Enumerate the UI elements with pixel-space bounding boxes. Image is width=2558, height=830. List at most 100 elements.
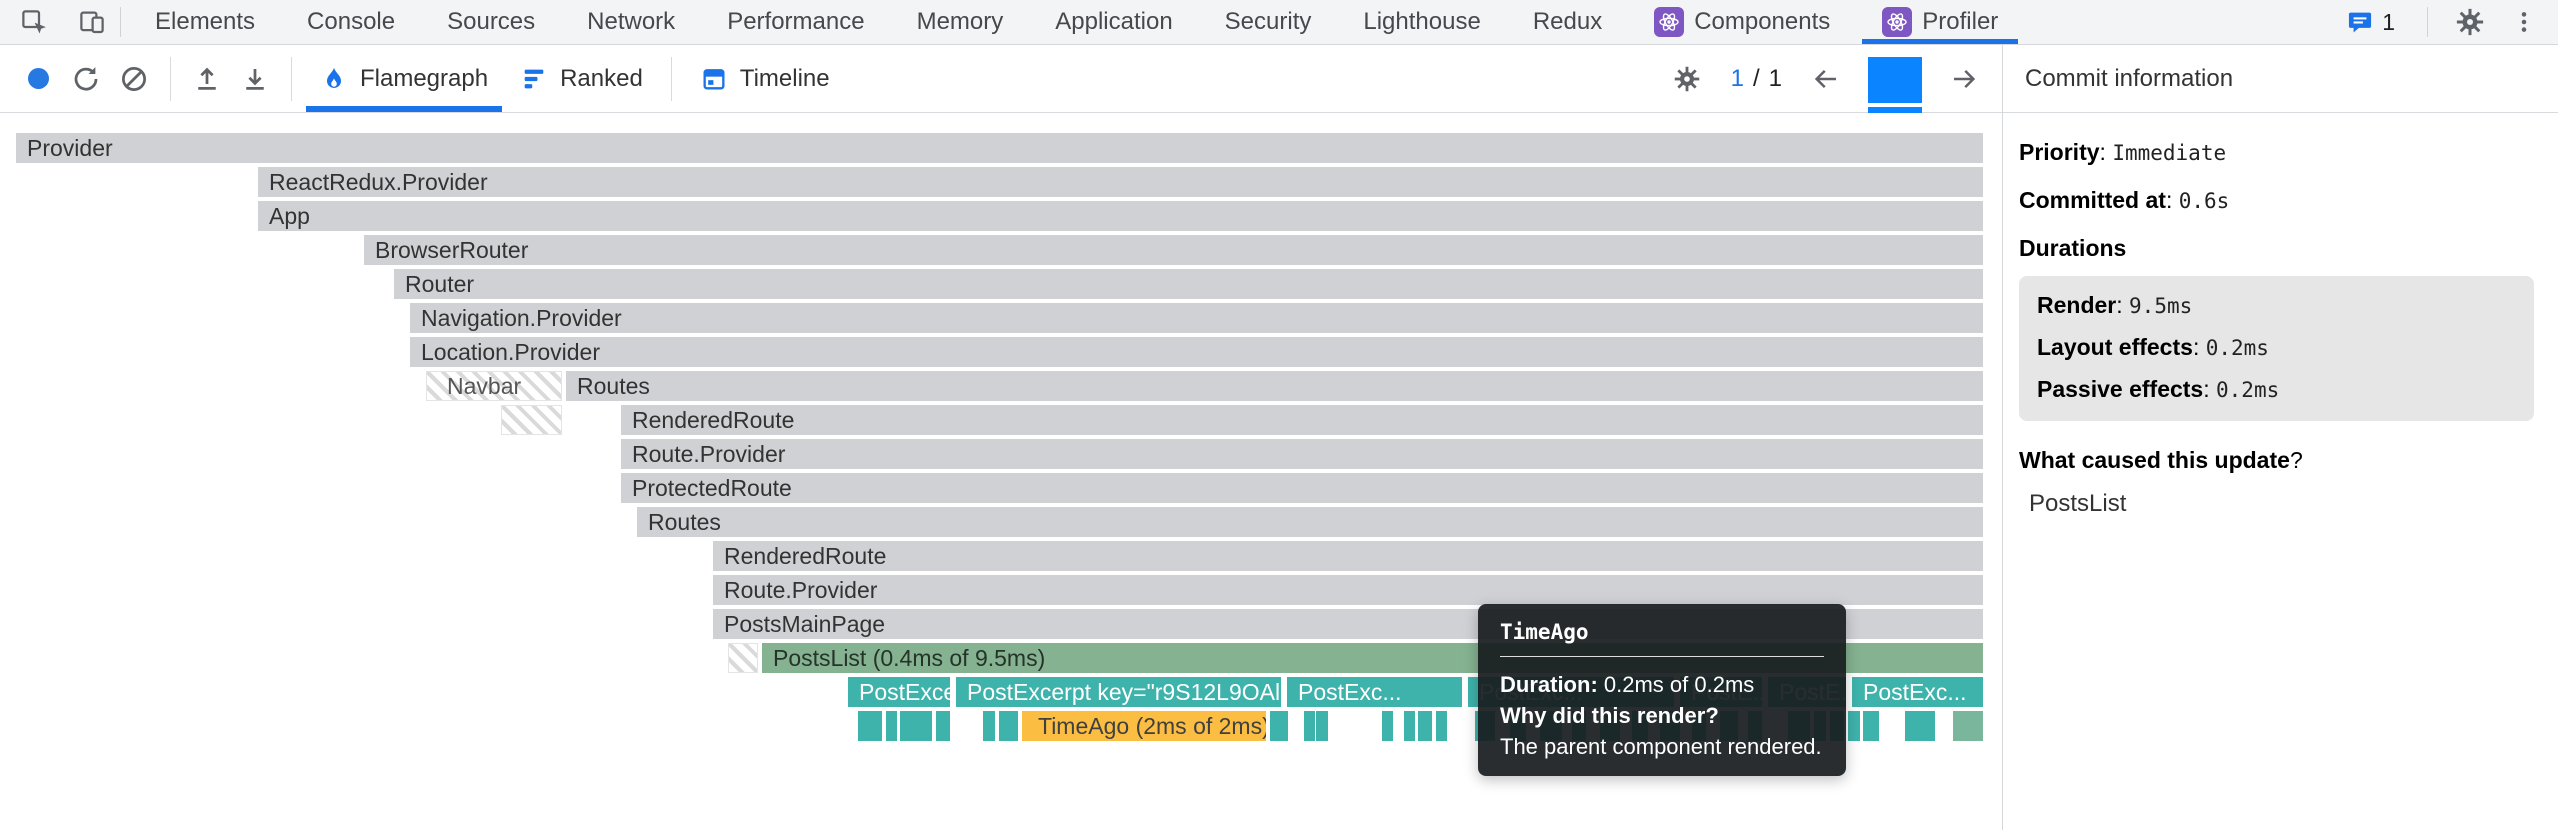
flame-bar-memo[interactable] <box>728 643 758 673</box>
inspect-element-icon[interactable] <box>14 4 54 40</box>
tab-redux[interactable]: Redux <box>1507 0 1628 44</box>
flame-bar-label: Route.Provider <box>632 441 786 467</box>
flame-bar-routes[interactable]: Routes <box>566 371 1983 401</box>
tab-label: Sources <box>447 8 536 35</box>
flame-bar-label: Provider <box>27 135 113 161</box>
flame-bar-reactredux.provider[interactable]: ReactRedux.Provider <box>258 167 1983 197</box>
flame-bar-browserrouter[interactable]: BrowserRouter <box>364 235 1983 265</box>
flame-bar-teal[interactable] <box>936 711 950 741</box>
flame-bar-postexc...[interactable]: PostExc... <box>1852 677 1983 707</box>
flame-bar-teal[interactable] <box>1863 711 1879 741</box>
flame-bar-renderedroute[interactable]: RenderedRoute <box>621 405 1983 435</box>
flame-bar-provider[interactable]: Provider <box>16 133 1983 163</box>
tab-label: Application <box>1055 8 1173 35</box>
kebab-menu-icon[interactable] <box>2504 4 2544 40</box>
tab-console[interactable]: Console <box>281 0 421 44</box>
flame-bar-teal[interactable] <box>1316 711 1328 741</box>
next-commit-arrow-icon[interactable] <box>1942 53 1986 105</box>
download-icon <box>246 68 264 90</box>
flame-bar-teal[interactable] <box>886 711 897 741</box>
tab-timeline[interactable]: Timeline <box>684 46 846 112</box>
flame-bar-label: PostsList (0.4ms of 9.5ms) <box>773 645 1046 671</box>
tab-flamegraph[interactable]: Flamegraph <box>304 46 504 112</box>
upload-icon <box>198 67 216 90</box>
render-duration-row: Render: 9.5ms <box>2037 292 2516 319</box>
reload-and-profile-button[interactable] <box>64 53 108 105</box>
priority-row: Priority: Immediate <box>2019 139 2534 166</box>
commit-bar[interactable] <box>1868 56 1922 103</box>
layout-effects-label: Layout effects <box>2037 334 2193 360</box>
commit-selector[interactable] <box>1868 46 1922 113</box>
flame-bar-routes[interactable]: Routes <box>637 507 1983 537</box>
flame-bar-postexcerpt[interactable]: PostExcerpt key="r9S12L9OAlazczgw... <box>956 677 1281 707</box>
prev-commit-arrow-icon[interactable] <box>1804 53 1848 105</box>
tab-label: Redux <box>1532 8 1603 35</box>
flame-bar-location.provider[interactable]: Location.Provider <box>410 337 1983 367</box>
flame-bar-renderedroute[interactable]: RenderedRoute <box>713 541 1983 571</box>
issues-badge[interactable]: 1 <box>2336 4 2405 40</box>
flame-bar-teal[interactable] <box>1436 711 1447 741</box>
flame-bar-teal[interactable] <box>1404 711 1415 741</box>
flame-bar-protectedroute[interactable]: ProtectedRoute <box>621 473 1983 503</box>
load-profile-button[interactable] <box>185 53 229 105</box>
circle-slash-icon <box>122 66 146 91</box>
flame-bar-router[interactable]: Router <box>394 269 1983 299</box>
flame-bar-label: TimeAgo (2ms of 2ms) <box>1038 713 1266 739</box>
settings-gear-icon[interactable] <box>2450 4 2490 40</box>
tab-profiler[interactable]: Profiler <box>1856 0 2024 44</box>
flame-bar-memo[interactable] <box>501 405 562 435</box>
tab-network[interactable]: Network <box>561 0 701 44</box>
render-label: Render <box>2037 292 2117 318</box>
flame-bar-route.provider[interactable]: Route.Provider <box>621 439 1983 469</box>
tab-application[interactable]: Application <box>1029 0 1198 44</box>
flame-bar-teal[interactable] <box>1905 711 1935 741</box>
flame-bar-teal[interactable] <box>1418 711 1432 741</box>
question-mark: ? <box>2289 447 2303 473</box>
flamegraph-canvas[interactable]: Provider ReactRedux.Provider App BrowserRou… <box>0 114 2002 830</box>
update-causer-link[interactable]: PostsList <box>2029 490 2127 517</box>
separator <box>2427 7 2428 37</box>
tab-elements[interactable]: Elements <box>129 0 281 44</box>
flame-bar-route.provider[interactable]: Route.Provider <box>713 575 1983 605</box>
record-button[interactable] <box>16 53 60 105</box>
tab-sources[interactable]: Sources <box>421 0 561 44</box>
flame-bar-teal[interactable] <box>1270 711 1288 741</box>
save-profile-button[interactable] <box>233 53 277 105</box>
flame-bar-postexc...[interactable]: PostExc... <box>1287 677 1462 707</box>
flame-bar-green2[interactable] <box>1953 711 1983 741</box>
separator <box>170 56 171 101</box>
flame-bar-navigation.provider[interactable]: Navigation.Provider <box>410 303 1983 333</box>
flame-bar-teal[interactable] <box>1382 711 1393 741</box>
tab-timeline-label: Timeline <box>739 64 830 92</box>
devtools-left-icons <box>0 0 112 44</box>
flame-bar-teal[interactable] <box>858 711 882 741</box>
profiler-settings-gear-icon[interactable] <box>1665 53 1709 105</box>
tab-label: Elements <box>155 8 256 35</box>
flame-bar-label: Routes <box>648 509 721 535</box>
tab-lighthouse[interactable]: Lighthouse <box>1337 0 1506 44</box>
flame-bar-postexcer...[interactable]: PostExcer... <box>848 677 950 707</box>
committed-at-row: Committed at: 0.6s <box>2019 187 2534 214</box>
flame-bar-teal[interactable] <box>983 711 995 741</box>
flame-bar-teal[interactable] <box>1304 711 1315 741</box>
device-toolbar-icon[interactable] <box>72 4 112 40</box>
tab-security[interactable]: Security <box>1199 0 1338 44</box>
committed-at-value: 0.6s <box>2178 189 2230 213</box>
flame-bar-teal[interactable] <box>900 711 932 741</box>
tooltip-divider <box>1500 656 1824 657</box>
flame-bar-navbar[interactable]: Navbar <box>426 371 562 401</box>
flame-bar-teal[interactable] <box>1848 711 1860 741</box>
separator <box>120 7 121 37</box>
tab-memory[interactable]: Memory <box>891 0 1030 44</box>
tab-label: Profiler <box>1922 8 1999 35</box>
flame-bar-teal[interactable] <box>999 711 1018 741</box>
tab-performance[interactable]: Performance <box>701 0 890 44</box>
tab-ranked-label: Ranked <box>560 64 643 92</box>
flame-bar-timeago[interactable]: TimeAgo (2ms of 2ms) <box>1022 711 1266 741</box>
tab-label: Lighthouse <box>1363 8 1481 35</box>
tab-ranked[interactable]: Ranked <box>504 46 659 112</box>
clear-profiling-data-button[interactable] <box>112 53 156 105</box>
flame-bar-app[interactable]: App <box>258 201 1983 231</box>
tab-label: Components <box>1694 8 1831 35</box>
tab-components[interactable]: Components <box>1628 0 1856 44</box>
